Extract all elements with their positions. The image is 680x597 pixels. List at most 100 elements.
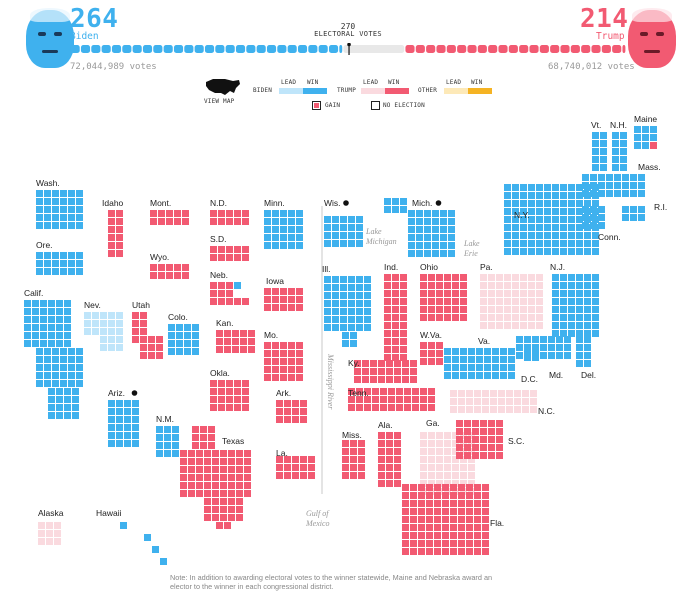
- state-ariz[interactable]: [108, 400, 139, 447]
- tile-ind: [400, 330, 407, 337]
- state-calif[interactable]: [24, 300, 83, 419]
- tile-s-d: [226, 246, 233, 253]
- state-s-c[interactable]: [456, 420, 503, 459]
- state-alaska[interactable]: [38, 522, 61, 545]
- tile-n-j: [592, 298, 599, 305]
- state-utah[interactable]: [132, 312, 163, 359]
- state-conn[interactable]: [582, 206, 605, 229]
- threshold-dot: [347, 43, 351, 47]
- state-n-j[interactable]: [552, 274, 599, 337]
- tile-mont: [150, 210, 157, 217]
- view-map-link[interactable]: VIEW MAP: [204, 98, 235, 105]
- state-ind[interactable]: [384, 274, 407, 361]
- state-vt[interactable]: [592, 132, 607, 171]
- state-ohio[interactable]: [420, 274, 467, 321]
- state-n-m[interactable]: [156, 426, 179, 457]
- tile-ill: [324, 284, 331, 291]
- tile-mich: [408, 226, 415, 233]
- lake-erie-label: Lake Erie: [463, 239, 480, 258]
- state-wis[interactable]: [324, 216, 363, 247]
- tile-ala: [394, 432, 401, 439]
- state-ky[interactable]: [354, 360, 417, 383]
- state-fla[interactable]: [402, 484, 489, 555]
- tile-fla: [482, 484, 489, 491]
- state-hawaii[interactable]: [120, 522, 167, 565]
- tile-la: [300, 472, 307, 479]
- tile-n-j: [576, 290, 583, 297]
- trump-ev-segment: [457, 45, 467, 53]
- state-w-va[interactable]: [420, 342, 443, 365]
- tile-w-va: [428, 342, 435, 349]
- state-colo[interactable]: [168, 324, 199, 355]
- state-tenn[interactable]: [348, 388, 435, 411]
- tile-fla: [426, 492, 433, 499]
- tile-texas: [204, 474, 211, 481]
- state-n-h[interactable]: [612, 132, 627, 171]
- state-ga[interactable]: [420, 432, 475, 495]
- state-d-c[interactable]: [524, 346, 539, 361]
- state-n-c[interactable]: [450, 390, 537, 413]
- state-wyo[interactable]: [150, 264, 189, 279]
- tile-ohio: [420, 282, 427, 289]
- state-ark[interactable]: [276, 400, 307, 423]
- tile-ark: [284, 400, 291, 407]
- state-va[interactable]: [444, 348, 515, 379]
- tile-mont: [182, 210, 189, 217]
- tile-kan: [240, 330, 247, 337]
- tile-n-c: [514, 390, 521, 397]
- tile-n-m: [172, 442, 179, 449]
- tile-ind: [384, 346, 391, 353]
- state-del[interactable]: [576, 336, 591, 367]
- tile-ark: [276, 416, 283, 423]
- tile-md: [556, 352, 563, 359]
- tile-va: [444, 364, 451, 371]
- state-ill[interactable]: [324, 276, 371, 347]
- tile-calif: [40, 324, 47, 331]
- tile-ga: [420, 456, 427, 463]
- tile-n-y: [568, 224, 575, 231]
- state-texas[interactable]: [180, 426, 251, 529]
- tile-n-y: [536, 192, 543, 199]
- state-iowa[interactable]: [264, 288, 303, 311]
- tile-mont: [174, 218, 181, 225]
- undecided-ev-segment: [343, 45, 405, 53]
- state-mich[interactable]: [384, 198, 455, 257]
- tile-kan: [232, 330, 239, 337]
- state-neb[interactable]: [210, 282, 249, 305]
- state-minn[interactable]: [264, 210, 303, 249]
- tile-calif: [64, 332, 71, 339]
- state-nev[interactable]: [84, 312, 123, 351]
- state-la[interactable]: [276, 456, 315, 479]
- state-n-d[interactable]: [210, 210, 249, 225]
- tile-fla: [402, 508, 409, 515]
- state-ala[interactable]: [378, 432, 401, 487]
- state-mass[interactable]: [582, 174, 645, 197]
- state-mo[interactable]: [264, 342, 303, 381]
- tile-maine: [642, 126, 649, 133]
- tile-mich: [440, 250, 447, 257]
- state-r-i[interactable]: [622, 206, 645, 221]
- tile-fla: [410, 508, 417, 515]
- tile-ala: [386, 456, 393, 463]
- biden-portrait-icon: [26, 8, 74, 68]
- tile-texas: [196, 466, 203, 473]
- tile-va: [492, 356, 499, 363]
- state-kan[interactable]: [216, 330, 255, 353]
- state-miss[interactable]: [342, 440, 365, 479]
- tile-n-c: [506, 390, 513, 397]
- state-okla[interactable]: [210, 380, 249, 411]
- state-wash[interactable]: [36, 190, 83, 229]
- tile-n-y: [576, 224, 583, 231]
- tile-wash: [76, 198, 83, 205]
- tile-miss: [342, 448, 349, 455]
- state-s-d[interactable]: [210, 246, 249, 261]
- state-mont[interactable]: [150, 210, 189, 225]
- us-map-icon[interactable]: [203, 76, 243, 98]
- tile-calif: [68, 364, 75, 371]
- tile-wash: [68, 190, 75, 197]
- state-idaho[interactable]: [108, 210, 123, 257]
- state-pa[interactable]: [480, 274, 543, 329]
- tile-ky: [362, 360, 369, 367]
- state-ore[interactable]: [36, 252, 83, 275]
- trump-ev-segment: [405, 45, 415, 53]
